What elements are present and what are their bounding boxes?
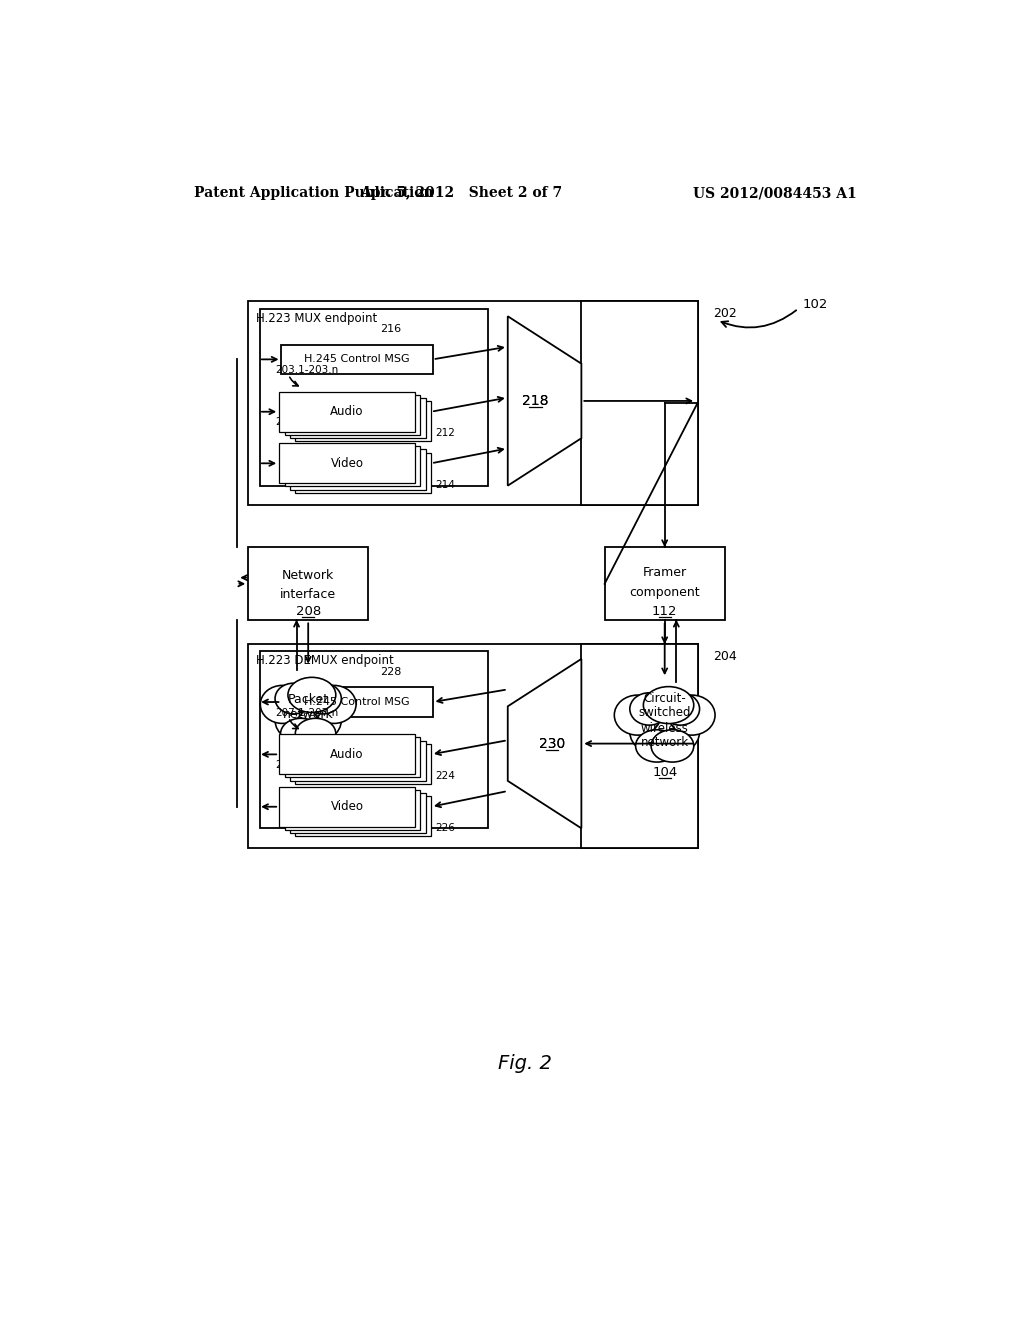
Text: US 2012/0084453 A1: US 2012/0084453 A1 <box>693 186 856 201</box>
Text: Network: Network <box>282 569 334 582</box>
Text: 205.1-205.n: 205.1-205.n <box>275 417 339 426</box>
Bar <box>248 301 697 506</box>
Bar <box>285 738 420 777</box>
Ellipse shape <box>630 693 669 725</box>
Text: 203.1-203.n: 203.1-203.n <box>275 366 339 375</box>
Bar <box>248 548 369 620</box>
Ellipse shape <box>275 697 341 744</box>
Text: H.223 MUX endpoint: H.223 MUX endpoint <box>256 312 377 325</box>
Bar <box>282 345 432 374</box>
Ellipse shape <box>614 696 660 735</box>
Text: 202: 202 <box>713 308 737 319</box>
Ellipse shape <box>281 718 322 748</box>
Bar <box>582 644 697 847</box>
Text: 110: 110 <box>296 739 321 751</box>
Bar <box>285 395 420 434</box>
Ellipse shape <box>288 677 336 713</box>
Text: 226: 226 <box>435 824 455 833</box>
Bar <box>290 449 426 490</box>
Bar <box>290 741 426 780</box>
Text: Packet
network: Packet network <box>283 693 334 721</box>
Ellipse shape <box>669 696 715 735</box>
Text: 112: 112 <box>652 605 678 618</box>
Bar <box>280 444 415 483</box>
Ellipse shape <box>260 685 304 723</box>
Text: Video: Video <box>331 457 364 470</box>
Text: Framer: Framer <box>643 566 687 579</box>
Ellipse shape <box>651 730 693 762</box>
Bar <box>280 392 415 432</box>
Bar <box>290 397 426 438</box>
Text: 216: 216 <box>380 325 401 334</box>
Text: Video: Video <box>331 800 364 813</box>
Text: H.245 Control MSG: H.245 Control MSG <box>304 697 410 708</box>
Ellipse shape <box>275 684 312 714</box>
Text: Patent Application Publication: Patent Application Publication <box>194 186 433 201</box>
Ellipse shape <box>660 693 699 725</box>
Text: 204: 204 <box>713 649 737 663</box>
Text: H.223 DEMUX endpoint: H.223 DEMUX endpoint <box>256 655 393 668</box>
Ellipse shape <box>312 685 356 723</box>
Ellipse shape <box>630 708 699 758</box>
Text: 228: 228 <box>380 667 401 677</box>
Text: 207.1-207.n: 207.1-207.n <box>275 708 339 718</box>
Bar <box>280 734 415 775</box>
Bar <box>282 688 432 717</box>
Text: H.245 Control MSG: H.245 Control MSG <box>304 354 410 364</box>
Text: component: component <box>630 586 700 599</box>
Ellipse shape <box>295 718 336 748</box>
Bar <box>295 796 431 836</box>
Text: 212: 212 <box>435 428 455 438</box>
Bar <box>285 446 420 487</box>
Text: 104: 104 <box>652 766 677 779</box>
Ellipse shape <box>643 686 693 723</box>
Text: 230: 230 <box>539 737 565 751</box>
Bar <box>290 793 426 833</box>
Bar <box>285 789 420 830</box>
Text: 214: 214 <box>435 480 455 490</box>
Text: 208: 208 <box>296 605 321 618</box>
Text: interface: interface <box>281 589 336 602</box>
Bar <box>280 787 415 826</box>
Ellipse shape <box>304 684 341 714</box>
Bar <box>295 453 431 492</box>
Text: Audio: Audio <box>330 748 364 760</box>
Text: Circuit-
switched
wireless
network: Circuit- switched wireless network <box>638 692 691 750</box>
Text: Apr. 5, 2012   Sheet 2 of 7: Apr. 5, 2012 Sheet 2 of 7 <box>360 186 562 201</box>
Text: Fig. 2: Fig. 2 <box>498 1053 552 1073</box>
Bar <box>582 301 697 506</box>
Text: 218: 218 <box>522 393 549 408</box>
Polygon shape <box>508 317 582 486</box>
Bar <box>260 651 488 829</box>
Text: 230: 230 <box>539 737 565 751</box>
Bar <box>295 401 431 441</box>
Text: 218: 218 <box>522 393 549 408</box>
Text: 209.1-209.n: 209.1-209.n <box>275 760 339 770</box>
Bar <box>295 743 431 784</box>
Bar <box>604 548 725 620</box>
Bar <box>260 309 488 486</box>
Text: 224: 224 <box>435 771 455 781</box>
Ellipse shape <box>636 730 678 762</box>
Polygon shape <box>508 659 582 829</box>
Bar <box>248 644 697 847</box>
Text: Audio: Audio <box>330 405 364 418</box>
Text: 102: 102 <box>802 298 827 312</box>
